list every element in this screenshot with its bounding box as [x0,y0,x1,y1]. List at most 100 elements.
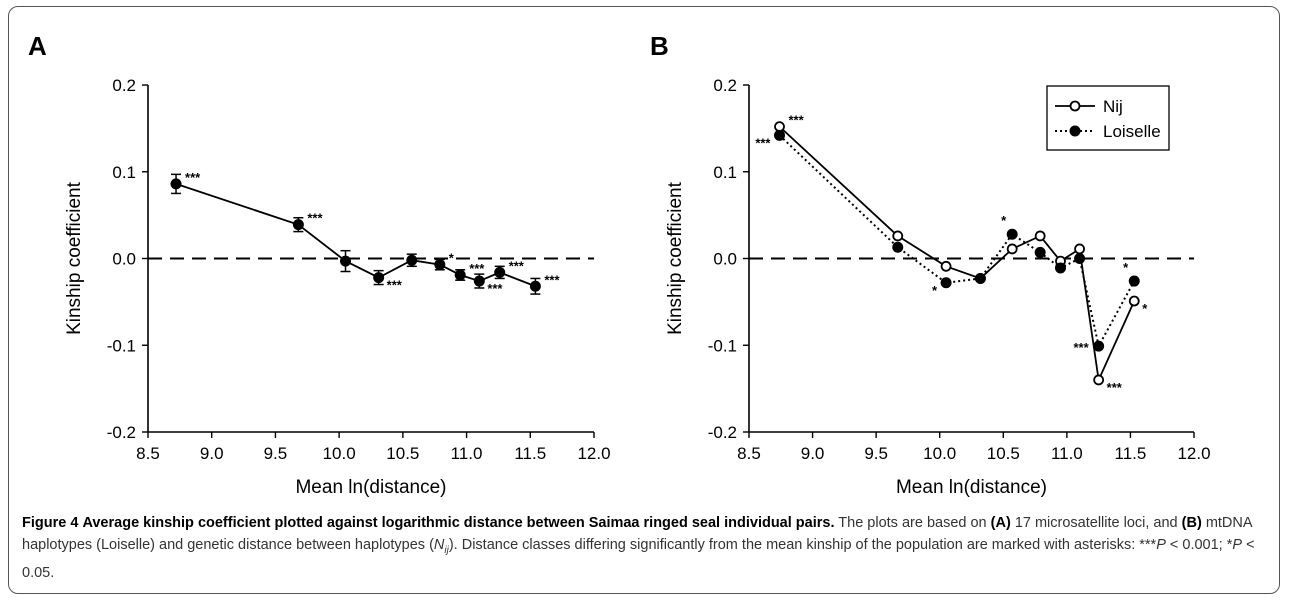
data-point [1093,340,1105,352]
x-tick-label: 12.0 [577,444,610,463]
significance-label: *** [755,135,771,150]
data-point [1074,253,1086,264]
caption-nij: N [433,537,445,553]
significance-label: *** [509,258,525,273]
significance-label: *** [487,281,503,296]
data-point [340,255,352,267]
data-point-open [774,121,785,133]
legend-marker [1069,125,1081,137]
series-line [778,125,1136,384]
data-point [292,219,304,231]
significance-label: *** [1107,380,1123,395]
caption-text-2: 17 microsatellite loci, and [1014,515,1178,531]
data-point [1128,275,1140,287]
significance-label: *** [544,272,560,287]
series-line [778,134,1136,349]
figure-caption: Figure 4 Average kinship coefficient plo… [22,512,1272,584]
significance-label: *** [387,278,403,293]
x-tick-label: 11.5 [514,444,546,463]
significance-label: * [932,283,938,298]
y-tick-label: 0.2 [713,76,737,95]
x-tick-label: 12.0 [1177,444,1210,463]
data-point [1034,246,1046,258]
y-tick-label: 0.2 [112,76,136,95]
significance-label: *** [307,211,323,226]
x-tick-label: 8.5 [737,444,761,463]
caption-title: Average kinship coefficient plotted agai… [82,515,835,531]
significance-label: *** [1073,340,1089,355]
x-tick-label: 9.0 [200,444,224,463]
data-point [473,275,485,287]
x-tick-label: 10.5 [386,444,419,463]
x-axis-label: Mean ln(distance) [896,477,1047,498]
data-point-open [1128,295,1140,307]
y-axis-label: Kinship coefficient [665,181,686,335]
data-point [454,269,466,281]
significance-label: *** [185,170,201,185]
legend-marker-open [1069,100,1081,112]
data-point [1006,228,1018,240]
caption-ref-a: (A) [990,515,1011,531]
panel-label: B [650,31,669,61]
significance-label: *** [469,261,485,276]
y-axis-label: Kinship coefficient [64,181,85,335]
x-tick-label: 9.5 [264,444,288,463]
x-tick-label: 9.5 [864,444,888,463]
data-point [434,259,446,271]
caption-nij-sub: ij [444,544,449,556]
data-point [170,178,182,190]
data-point [974,272,986,284]
y-tick-label: 0.1 [112,163,136,182]
data-point-open [892,230,904,242]
panel-label: A [28,31,47,61]
caption-p1: P [1156,537,1166,553]
data-point [373,272,385,284]
caption-text-4: ). Distance classes differing significan… [448,537,1157,553]
legend-label: Loiselle [1103,122,1161,141]
y-tick-label: -0.2 [107,423,136,442]
panel-a: A 8.5 9.0 9.5 10.0 10.5 11.0 11.5 12.0 0.2 0.1 0.0 -… [28,31,611,498]
x-tick-label: 10.0 [323,444,356,463]
caption-figure-label: Figure 4 [22,515,79,531]
data-point [774,129,786,141]
data-point [406,254,418,266]
data-point-open [940,260,952,272]
x-tick-label: 10.0 [923,444,956,463]
data-point [494,266,506,278]
caption-ref-b: (B) [1181,515,1202,531]
y-tick-label: 0.1 [713,163,737,182]
significance-label: * [1142,301,1148,316]
significance-label: * [1123,260,1129,275]
caption-text-3: mtDNA haplotypes (Loiselle) and genetic … [22,515,1252,553]
data-point-open [1074,243,1085,255]
data-point [1055,262,1066,274]
data-point-open [1093,374,1105,386]
y-tick-label: 0.0 [112,250,136,269]
legend-label: Nij [1103,97,1123,116]
data-point [940,277,952,289]
series-line [175,183,536,288]
significance-label: * [1001,213,1007,228]
data-point-open [1034,230,1046,242]
caption-p2: P [1232,537,1243,553]
caption-p1-rest: < 0.001; * [1165,537,1233,553]
x-tick-label: 11.0 [1051,444,1083,463]
x-tick-label: 11.5 [1115,444,1147,463]
data-point [892,241,904,253]
y-tick-label: 0.0 [713,250,737,269]
caption-p2-rest: < 0.05. [22,537,1255,581]
x-tick-label: 10.5 [987,444,1020,463]
x-tick-label: 9.0 [801,444,825,463]
y-tick-label: -0.1 [107,336,136,355]
caption-text-1: The plots are based on [838,515,987,531]
data-point-open [1006,243,1018,255]
x-axis-label: Mean ln(distance) [295,477,446,498]
x-tick-label: 8.5 [136,444,160,463]
y-tick-label: -0.2 [708,423,737,442]
figure-frame [8,6,1280,594]
x-tick-label: 11.0 [451,444,483,463]
legend-box [1046,85,1170,151]
significance-label: * [449,251,455,266]
significance-label: *** [789,113,805,128]
